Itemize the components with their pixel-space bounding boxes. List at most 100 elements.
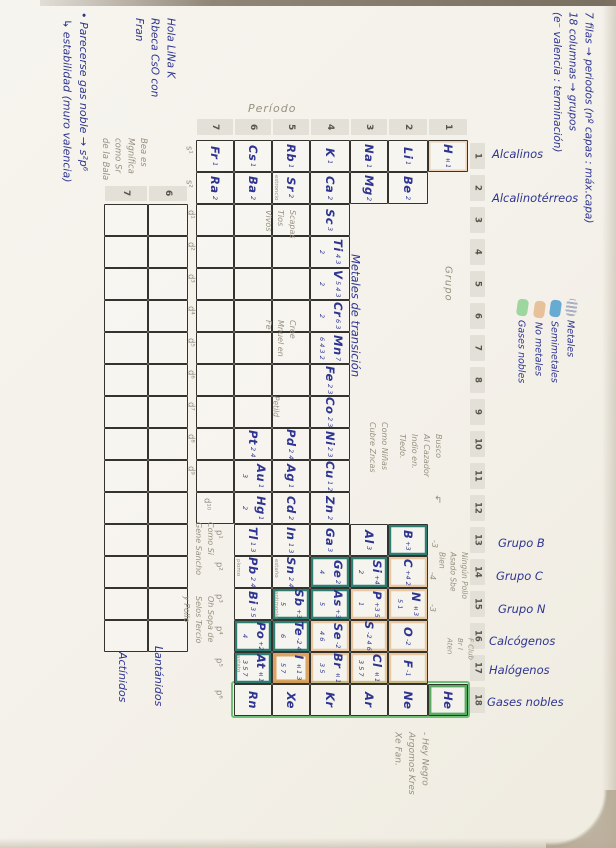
element-name-pencil: estroncio [273, 175, 279, 201]
element-symbol: Rn [246, 690, 260, 710]
element-symbol: Cr [331, 302, 345, 318]
fblock-cell-actinide [104, 300, 148, 332]
element-cell-I: I±1 3 5 7 [272, 652, 310, 684]
empty-cell-p7-g12 [196, 492, 234, 524]
note-line: - Hey Negro [419, 732, 430, 786]
element-cell-H: H±1 [428, 140, 468, 172]
note-line: -3 [428, 604, 437, 612]
fblock-cell-actinide [104, 460, 148, 492]
element-cell-Rb: Rb1 [272, 140, 310, 172]
valence-numbers: -2 [404, 638, 412, 646]
period-number: 2 [403, 123, 413, 131]
element-cell-Pt: Pt2 4 [234, 428, 272, 460]
valence-numbers: 1 [211, 161, 219, 166]
element-symbol: Sn [284, 557, 298, 575]
valence-numbers: +4 2 [357, 569, 381, 585]
group-axis-label: Grupo [442, 266, 454, 302]
valence-numbers: ±1 3 5 7 [241, 659, 265, 683]
group-header-13: 13 [470, 527, 485, 553]
group-number: 12 [472, 502, 483, 514]
element-symbol: Sb [292, 589, 306, 607]
empty-cell-p7-g4 [196, 236, 234, 268]
valence-numbers: -2 4 6 [279, 633, 303, 651]
element-symbol: Te [292, 621, 306, 637]
group-number: 15 [472, 598, 483, 610]
note-line: F Club [466, 638, 475, 660]
element-symbol: Au [254, 463, 268, 482]
element-symbol: C [401, 558, 415, 568]
group-number: 1 [472, 153, 483, 159]
fblock-cell-actinide [104, 236, 148, 268]
element-cell-Ca: Ca2 [310, 172, 350, 204]
empty-cell-p6-g4 [234, 236, 272, 268]
block-label-d: d¹⁰ [201, 498, 212, 511]
element-symbol: Tl [246, 527, 260, 541]
fblock-cell-actinide [104, 556, 148, 588]
element-cell-N: N±3 5 1 [388, 588, 428, 620]
period-header-2: 2 [389, 119, 427, 135]
fblock-cell-lanthanide [148, 492, 188, 524]
element-cell-Co: Co2 3 [310, 396, 350, 428]
note-line: Gene Sancho [194, 522, 203, 576]
element-cell-Cu: Cu1 2 [310, 460, 350, 492]
note-mnem-co-ni-cu-zn: Como Niñas Cubre Zncas [366, 422, 390, 473]
valence-numbers: 3 [326, 226, 334, 232]
fblock-cell-lanthanide [148, 332, 188, 364]
group-number: 4 [472, 249, 483, 255]
family-label-grupo-n: Grupo N [498, 602, 546, 616]
valence-numbers: 2 4 [318, 569, 342, 585]
element-symbol: S [362, 621, 376, 630]
valence-numbers: +3 5 1 [357, 601, 381, 618]
group-number: 11 [472, 470, 483, 482]
valence-numbers: ±1 3 5 [318, 662, 342, 683]
element-cell-Xe: Xe [272, 684, 310, 716]
note-mnem-grupo13: Busco Al Cazador Indio en. Tledo. [396, 434, 444, 477]
element-symbol: Po [254, 621, 268, 639]
group-header-3: 3 [470, 207, 485, 233]
element-cell-Fr: Fr1 [196, 140, 234, 172]
period-number: 7 [121, 190, 131, 197]
element-symbol: Ti [331, 239, 345, 253]
legend-swatch-no-metales [532, 300, 547, 319]
period-header-1: 1 [429, 119, 467, 135]
block-label-p: p² [213, 562, 224, 571]
note-line: Busco [434, 434, 443, 459]
period-number: 4 [325, 123, 335, 131]
note-line: Fe [264, 320, 273, 330]
block-label-d: d² [185, 242, 196, 251]
group-number: 18 [472, 694, 483, 706]
element-symbol: Bi [246, 590, 260, 605]
element-cell-Zn: Zn2 [310, 492, 350, 524]
element-cell-Cs: Cs1 [234, 140, 272, 172]
element-symbol: I [292, 655, 306, 661]
element-name-pencil: astato [235, 655, 241, 673]
empty-cell-p5-g4 [272, 236, 310, 268]
valence-numbers: 2 [249, 195, 257, 200]
valence-numbers: 1 2 [326, 480, 334, 491]
group-number: 16 [472, 630, 483, 642]
legend-label: Gases nobles [515, 320, 527, 384]
fblock-cell-lanthanide [148, 524, 188, 556]
period-header-6: 6 [235, 119, 271, 135]
valence-numbers: 1 [249, 163, 257, 168]
valence-numbers: 1 [287, 163, 295, 169]
period-number: 1 [443, 123, 453, 131]
fblock-cell-actinide [104, 364, 148, 396]
block-label-d: d⁸ [185, 434, 196, 443]
valence-numbers: 2 [287, 515, 295, 520]
element-symbol: At [254, 653, 268, 669]
fblock-cell-lanthanide [148, 364, 188, 396]
group-header-18: 18 [470, 687, 485, 713]
fblock-cell-lanthanide [148, 428, 188, 460]
empty-cell-p5-g6 [272, 300, 310, 332]
note-line: Indio en. [410, 434, 419, 469]
element-cell-Cr: Cr6 3 2 [310, 300, 350, 332]
note-mnem-grupo16: Oh Sopa de Selos Tercio y Pollo [180, 596, 216, 643]
fblock-cell-actinide [104, 428, 148, 460]
element-cell-S: S-2 4 6 [350, 620, 388, 652]
note-line: de la Bala [99, 138, 110, 181]
element-cell-Sn: Sn2 4 estaño [272, 556, 310, 588]
note-arrow-grupo13: ↰ [434, 494, 442, 509]
element-cell-C: C+4 2 [388, 556, 428, 588]
element-symbol: He [441, 690, 455, 710]
